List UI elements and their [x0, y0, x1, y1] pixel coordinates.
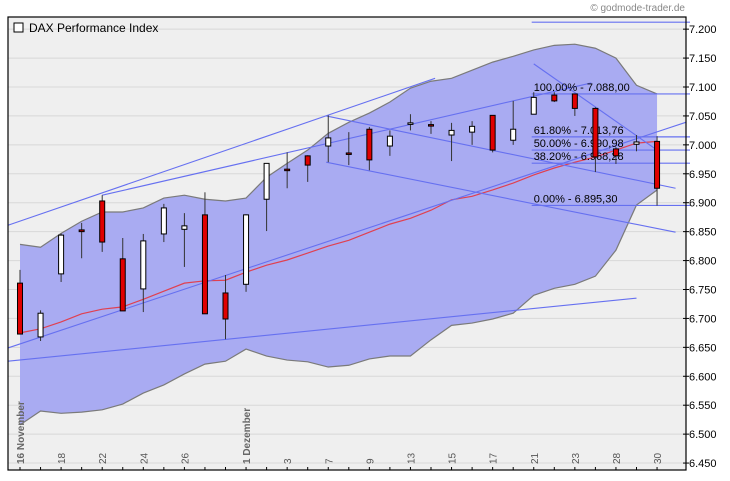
fib-level-label: 0.00% - 6.895,30 [534, 193, 618, 205]
candle-up [58, 234, 65, 275]
candle-down [551, 94, 558, 102]
y-tick-label: 6.950 [689, 169, 717, 181]
y-axis: 7.200 7.150 7.100 7.050 7.000 6.950 6.900 6.850… [683, 24, 717, 470]
candle-down [201, 214, 208, 315]
x-tick-label: 26 [180, 452, 191, 464]
candle-down [571, 93, 578, 109]
x-tick-label: 30 [653, 452, 664, 464]
candle-up [386, 135, 393, 147]
y-tick-label: 7.100 [689, 82, 717, 94]
x-tick-label: 1 Dezember [242, 408, 253, 464]
y-tick-label: 6.550 [689, 400, 717, 412]
fib-level-label: 61.80% - 7.013,76 [534, 125, 624, 137]
y-tick-label: 6.850 [689, 227, 717, 239]
candle-down [17, 282, 23, 335]
candle-up [181, 225, 188, 230]
candle-down [366, 128, 373, 161]
candle-up [160, 207, 167, 235]
candle-down [78, 229, 85, 233]
bollinger-bands [19, 43, 658, 426]
trendline [7, 297, 637, 362]
y-tick-label: 6.750 [689, 284, 717, 296]
candles [17, 92, 661, 341]
y-tick-label: 6.800 [689, 256, 717, 268]
bollinger-lower-line [19, 189, 658, 426]
x-tick-label: 15 [448, 452, 459, 464]
candle-down [222, 292, 229, 320]
y-tick-label: 7.000 [689, 140, 717, 152]
candle-up [448, 129, 455, 136]
fib-level-label: 100.00% - 7.088,00 [534, 82, 630, 94]
x-tick-label: 3 [283, 458, 294, 464]
x-tick-label: 7 [324, 458, 335, 464]
y-tick-label: 6.700 [689, 313, 717, 325]
candle-down [489, 114, 496, 151]
candle-up [325, 137, 332, 147]
candle-up [510, 128, 517, 141]
chart-title: DAX Performance Index [29, 21, 158, 35]
candle-up [633, 141, 640, 145]
moving-average-line [19, 140, 658, 334]
candle-down [345, 152, 352, 155]
candle-down [428, 124, 434, 127]
candle-up [469, 125, 476, 133]
y-tick-label: 6.450 [689, 458, 717, 470]
candle-down [119, 258, 126, 312]
x-tick-label: 23 [571, 452, 582, 464]
trendline [326, 115, 676, 189]
candle-down [284, 168, 291, 172]
candle-up [263, 162, 270, 200]
y-tick-label: 6.650 [689, 342, 717, 354]
fib-level-label: 38.20% - 6.968,28 [534, 151, 624, 163]
x-tick-label: 17 [489, 452, 500, 464]
candle-up [140, 240, 147, 290]
trendline [326, 161, 676, 233]
candle-up [243, 214, 250, 285]
candle-down [612, 148, 619, 157]
x-tick-label: 9 [365, 458, 376, 464]
y-tick-label: 6.900 [689, 198, 717, 210]
x-tick-label: 22 [98, 452, 109, 464]
x-tick-label: 18 [57, 452, 68, 464]
candle-down [99, 200, 106, 243]
candle-up [530, 96, 537, 115]
fib-level-label: 50.00% - 6.990,98 [534, 138, 624, 150]
y-tick-label: 6.600 [689, 371, 717, 383]
candle-up [37, 312, 44, 338]
candle-up [407, 122, 414, 125]
x-tick-label: 24 [139, 452, 150, 464]
x-tick-label: 21 [530, 452, 541, 464]
y-tick-label: 6.500 [689, 429, 717, 441]
fibonacci-levels: 100.00% - 7.088,00 61.80% - 7.013,7650.00… [531, 21, 690, 207]
copyright-text: © godmode-trader.de [590, 3, 685, 14]
x-tick-label: 16 November [16, 401, 27, 464]
bollinger-upper-line [19, 43, 658, 248]
candle-down [304, 155, 311, 166]
moving-average [19, 140, 658, 334]
candle-down [654, 140, 661, 189]
x-tick-label: 13 [406, 452, 417, 464]
x-tick-label: 28 [612, 452, 623, 464]
y-tick-label: 7.200 [689, 24, 717, 36]
y-tick-label: 7.050 [689, 111, 717, 123]
bollinger-band-fill [20, 44, 658, 425]
legend-checkbox[interactable] [13, 22, 24, 33]
candle-down [592, 107, 599, 158]
plot-frame [7, 16, 687, 471]
trendline [7, 77, 436, 226]
trendline [102, 82, 592, 196]
y-tick-label: 7.150 [689, 53, 717, 65]
